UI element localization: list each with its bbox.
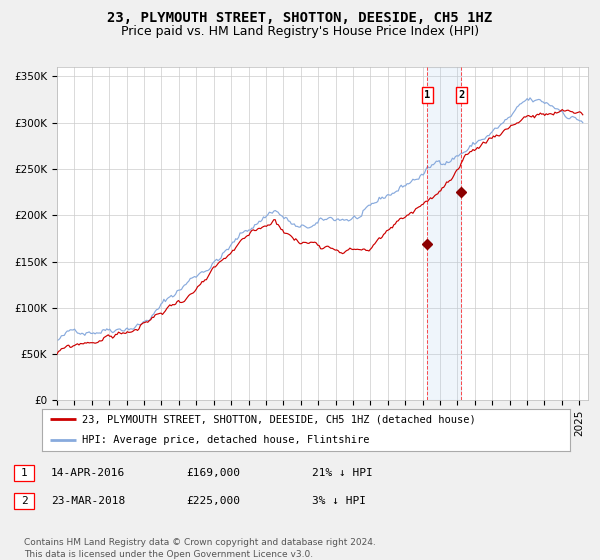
Text: 3% ↓ HPI: 3% ↓ HPI [312, 496, 366, 506]
Text: Contains HM Land Registry data © Crown copyright and database right 2024.
This d: Contains HM Land Registry data © Crown c… [24, 538, 376, 559]
Text: 2: 2 [20, 496, 28, 506]
Text: £169,000: £169,000 [186, 468, 240, 478]
Text: 1: 1 [424, 90, 431, 100]
Text: 21% ↓ HPI: 21% ↓ HPI [312, 468, 373, 478]
Text: 23, PLYMOUTH STREET, SHOTTON, DEESIDE, CH5 1HZ: 23, PLYMOUTH STREET, SHOTTON, DEESIDE, C… [107, 11, 493, 25]
Text: £225,000: £225,000 [186, 496, 240, 506]
Text: 23, PLYMOUTH STREET, SHOTTON, DEESIDE, CH5 1HZ (detached house): 23, PLYMOUTH STREET, SHOTTON, DEESIDE, C… [82, 414, 475, 424]
Text: 23-MAR-2018: 23-MAR-2018 [51, 496, 125, 506]
Text: 1: 1 [20, 468, 28, 478]
Bar [427, 67, 461, 400]
Text: Price paid vs. HM Land Registry's House Price Index (HPI): Price paid vs. HM Land Registry's House … [121, 25, 479, 38]
Text: 14-APR-2016: 14-APR-2016 [51, 468, 125, 478]
Text: HPI: Average price, detached house, Flintshire: HPI: Average price, detached house, Flin… [82, 435, 369, 445]
Text: 2: 2 [458, 90, 464, 100]
